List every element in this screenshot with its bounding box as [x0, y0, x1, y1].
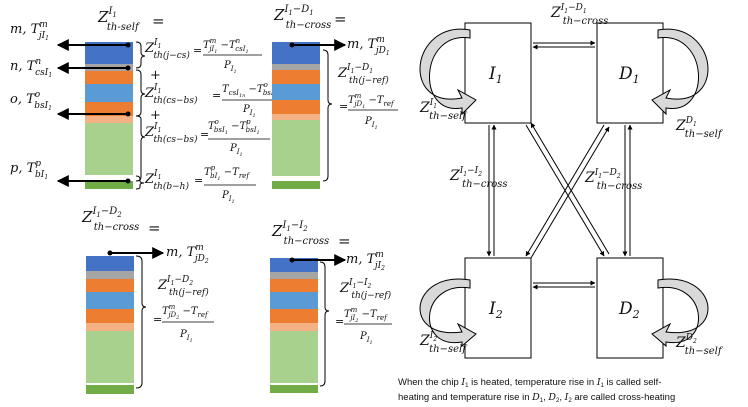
- self-stack-layers: [85, 42, 133, 189]
- label-m-tj: m, Tm jI1: [10, 20, 49, 42]
- svg-text:PI1: PI1: [242, 104, 256, 119]
- cross-stack-d2: ZI1−D2 th−cross = m, Tm jD2 ZI1−D2 th(j−ref…: [81, 206, 214, 394]
- self-arrow-d1: [651, 28, 709, 116]
- svg-text:PI1: PI1: [359, 331, 373, 346]
- plus-2: +: [150, 108, 161, 123]
- node-box-i1: [464, 22, 532, 124]
- self-label-d2: ZD2 th−self: [675, 333, 724, 357]
- cross-stack-d1: ZI1−D1 th−cross = m, Tm jD1 ZI1−D1 th(j−ref…: [272, 4, 398, 189]
- svg-text:=: =: [212, 89, 221, 102]
- cross-d2-expr: ZI1−D2 th(j−ref): [157, 275, 209, 298]
- svg-text:=: =: [194, 174, 203, 187]
- self-term-4: ZI1 th(b−h) = Tp bI1 −Tref PI1: [144, 164, 256, 205]
- layer-baseplate: [85, 123, 133, 175]
- cross-d2-label: m, Tm jD2: [166, 243, 209, 265]
- caption-line-1: When the chip I1 is heated, temperature …: [398, 377, 661, 389]
- layer-copper-top: [85, 71, 133, 84]
- brace-3: [135, 115, 146, 182]
- self-arrow-i1: [419, 28, 477, 116]
- layer-copper-bottom: [85, 102, 133, 116]
- caption: When the chip I1 is heated, temperature …: [398, 377, 675, 404]
- svg-text:PI1: PI1: [179, 329, 193, 344]
- svg-text:PI1: PI1: [223, 60, 237, 75]
- self-term-3: ZI1 th(cs−bs) = To bsI1 −Tp bsI1 PI1: [144, 118, 270, 158]
- cross-i2-expr: ZI1−I2 th(j−ref): [339, 278, 392, 301]
- cross-d1-title: ZI1−D1 th−cross: [273, 4, 331, 31]
- cross-stack-i2: ZI1−I2 th−cross = m, Tm jI2 ZI1−I2 th(j−ref…: [270, 220, 392, 393]
- svg-text:=: =: [339, 100, 348, 113]
- thermal-network: I1 D1 I2 D2 ZI1 th−self ZD1 th−self ZI2 th−…: [419, 3, 724, 359]
- layer-baseplate-solder: [85, 116, 133, 123]
- svg-text:=: =: [148, 219, 161, 237]
- cross-label-i1-d1: ZI1−D1 th−cross: [550, 3, 608, 27]
- svg-text:=: =: [338, 232, 351, 250]
- self-term-1: ZI1 th(j−cs) = Tm jI1 −Tn csI1 PI1: [144, 37, 262, 75]
- cross-i2-title: ZI1−I2 th−cross: [271, 220, 329, 247]
- layer-ceramic: [85, 84, 133, 102]
- node-box-i2: [464, 257, 532, 359]
- node-box-d2: [596, 257, 664, 359]
- layer-heatsink: [85, 181, 133, 189]
- brace-2: [135, 69, 146, 117]
- plus-1: +: [150, 68, 161, 83]
- brace-1: [135, 41, 146, 69]
- label-p-tb: p, Tp bI1: [10, 159, 48, 181]
- svg-text:=: =: [335, 315, 344, 328]
- svg-text:=: =: [334, 10, 347, 28]
- cross-d1-label: m, Tm jD1: [347, 35, 390, 57]
- svg-text:=: =: [153, 313, 162, 326]
- svg-text:=: =: [193, 44, 202, 57]
- svg-text:PI1: PI1: [229, 143, 243, 158]
- cross-d1-expr: ZI1−D1 th(j−ref): [337, 63, 389, 86]
- self-arrow-d2: [651, 278, 709, 348]
- svg-text:PI1: PI1: [364, 116, 378, 131]
- cross-label-i1-i2: ZI1−I2 th−cross: [449, 166, 508, 190]
- cross-i2-label: m, Tm jI2: [346, 250, 385, 272]
- svg-text:PI1: PI1: [221, 190, 235, 205]
- self-label-d1: ZD1 th−self: [675, 116, 724, 140]
- cross-d2-title: ZI1−D2 th−cross: [81, 206, 139, 233]
- label-n-tcs: n, Tn csI1: [10, 57, 52, 79]
- node-box-d1: [596, 22, 664, 124]
- self-stack-equals: =: [152, 12, 165, 30]
- cross-label-i1-d2: ZI1−D2 th−cross: [584, 168, 642, 192]
- self-arrow-i2: [419, 278, 477, 348]
- label-o-tbs: o, To bsI1: [10, 90, 52, 112]
- caption-line-2: heating and temperature rise in D1, D2, …: [398, 392, 675, 404]
- self-stack-title: ZI1 th-self: [97, 6, 141, 33]
- brace-4: [135, 175, 145, 190]
- svg-text:=: =: [200, 128, 209, 141]
- self-stack: ZI1 th-self = m, Tm jI1 n, Tn csI1 o, To bsI…: [10, 6, 282, 205]
- layer-die: [85, 42, 133, 64]
